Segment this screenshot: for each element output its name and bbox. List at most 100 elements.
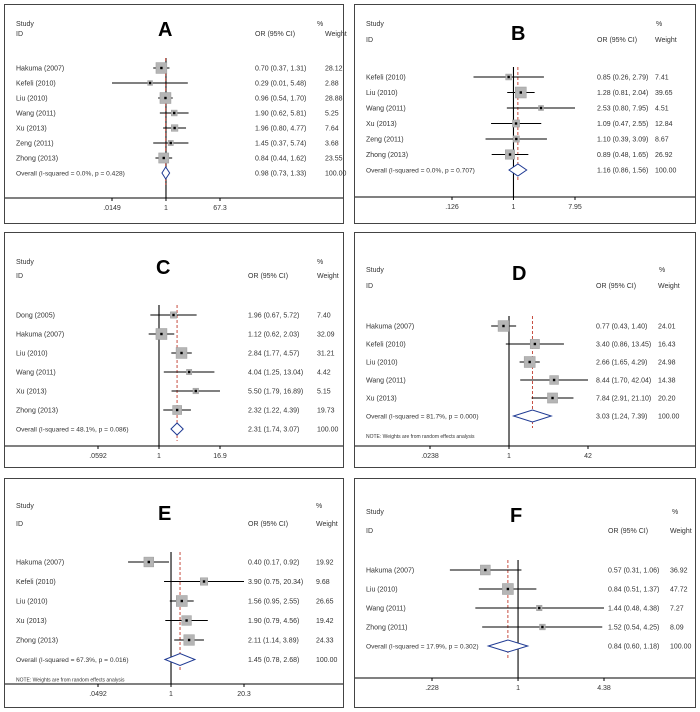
header-study: Study [16,503,34,510]
point-estimate [538,606,541,610]
study-weight: 36.92 [670,568,688,575]
point-estimate [533,342,537,346]
x-tick-label: .0238 [421,453,439,460]
point-estimate [539,106,543,110]
overall-diamond [511,409,553,423]
point-estimate [185,619,188,622]
point-estimate [551,396,554,400]
study-or-ci: 4.04 (1.25, 13.04) [248,370,303,377]
forest-plot-d: Study ID OR (95% CI)% Weight D Hakuma (2007) 0… [354,232,696,468]
study-weight: 8.67 [655,137,669,144]
study-label: Wang (2011) [16,111,56,118]
point-estimate [187,370,191,374]
header-id: ID [16,521,23,528]
x-tick-label: 1 [157,453,161,460]
study-weight: 20.20 [658,396,676,403]
point-estimate [164,96,167,100]
study-weight: 9.68 [316,579,330,586]
overall-diamond [163,652,197,667]
random-effects-note: NOTE: Weights are from random effects an… [366,434,475,440]
point-estimate [160,66,163,70]
study-weight: 7.40 [317,313,331,320]
overall-diamond [170,422,184,436]
point-estimate [528,360,531,364]
header-id: ID [16,31,23,38]
study-label: Zhong (2013) [16,408,58,415]
x-tick-label: .126 [445,204,459,211]
study-or-ci: 7.84 (2.91, 21.10) [596,396,651,403]
overall-or-ci: 0.84 (0.60, 1.18) [608,644,659,651]
forest-plot-e: Study ID OR (95% CI)% Weight E Hakuma (2007) 0… [4,478,344,708]
study-or-ci: 1.10 (0.39, 3.09) [597,137,648,144]
study-or-ci: 2.11 (1.14, 3.89) [248,638,299,645]
study-weight: 16.43 [658,342,676,349]
point-estimate [508,153,512,156]
point-estimate [541,625,544,629]
point-estimate [194,389,197,393]
point-estimate [162,156,165,160]
header-weight: Weight [317,273,339,280]
study-weight: 14.38 [658,378,676,385]
study-weight: 5.15 [317,389,331,396]
x-tick-label: 7.95 [568,204,582,211]
x-tick-label: .228 [425,685,439,692]
study-label: Liu (2010) [366,90,398,97]
study-or-ci: 0.77 (0.43, 1.40) [596,324,647,331]
study-label: Liu (2010) [16,351,48,358]
overall-weight: 100.00 [670,644,692,651]
study-label: Xu (2013) [16,618,47,625]
header-study: Study [366,267,384,274]
header-or-ci: OR (95% CI) [597,37,637,44]
header-id: ID [366,283,373,290]
overall-weight: 100.00 [316,657,338,664]
study-label: Liu (2010) [366,360,398,367]
overall-diamond [508,163,528,177]
study-or-ci: 3.40 (0.86, 13.45) [596,342,651,349]
study-weight: 4.42 [317,370,331,377]
study-or-ci: 0.40 (0.17, 0.92) [248,560,299,567]
study-weight: 7.41 [655,75,669,82]
study-label: Xu (2013) [16,126,47,133]
forest-svg: Study ID OR (95% CI)% Weight B Kefeli (2010) 0… [354,4,696,224]
study-label: Hakuma (2007) [366,324,414,331]
forest-svg: Study ID OR (95% CI)% Weight E Hakuma (2007) 0… [4,478,344,708]
x-tick-label: .0592 [89,453,107,460]
overall-diamond [161,166,171,180]
x-tick-label: .0149 [103,205,121,212]
study-label: Zhong (2013) [16,638,58,645]
panel-letter: C [156,257,170,279]
x-tick-label: 1 [516,685,520,692]
study-weight: 7.27 [670,606,684,613]
study-weight: 39.65 [655,90,673,97]
header-percent: % [317,21,323,28]
x-tick-label: .0492 [89,691,107,698]
study-label: Hakuma (2007) [16,66,64,73]
study-or-ci: 2.66 (1.65, 4.29) [596,360,647,367]
study-or-ci: 1.44 (0.48, 4.38) [608,606,659,613]
point-estimate [147,560,151,564]
header-percent: % [672,509,678,516]
study-or-ci: 0.85 (0.26, 2.79) [597,75,648,82]
study-label: Kefeli (2010) [366,342,406,349]
header-weight: Weight [316,521,338,528]
study-weight: 7.64 [325,126,339,133]
point-estimate [507,75,510,79]
forest-svg: Study ID OR (95% CI)%Weight A Hakuma (2007) 0… [4,4,347,224]
study-or-ci: 0.96 (0.54, 1.70) [255,96,306,103]
study-or-ci: 2.53 (0.80, 7.95) [597,106,648,113]
study-weight: 3.68 [325,141,339,148]
overall-or-ci: 2.31 (1.74, 3.07) [248,427,299,434]
forest-plot-c: Study ID OR (95% CI)% Weight C Dong (2005) 1.9… [4,232,344,468]
study-label: Hakuma (2007) [366,568,414,575]
point-estimate [180,351,183,355]
study-or-ci: 1.56 (0.95, 2.55) [248,599,299,606]
panel-letter: E [158,503,171,525]
x-tick-label: 20.3 [237,691,251,698]
point-estimate [160,332,163,336]
study-weight: 19.42 [316,618,334,625]
forest-svg: Study ID OR (95% CI)% Weight F Hakuma (2007) 0… [354,478,696,708]
x-tick-label: 67.3 [213,205,227,212]
forest-plot-f: Study ID OR (95% CI)% Weight F Hakuma (2007) 0… [354,478,696,708]
point-estimate [514,122,518,125]
panel-frame [4,4,344,224]
